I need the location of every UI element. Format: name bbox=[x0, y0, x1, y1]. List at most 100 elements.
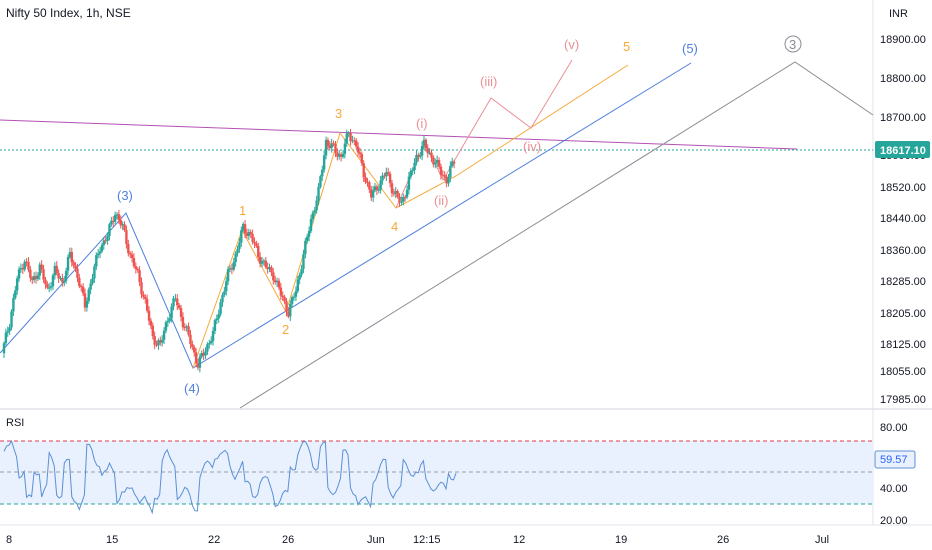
candle-body bbox=[428, 152, 431, 154]
candle-body bbox=[324, 139, 328, 156]
candle-body bbox=[179, 308, 183, 317]
candle-body bbox=[138, 270, 141, 283]
candle-body bbox=[385, 172, 388, 177]
candle-body bbox=[292, 296, 296, 298]
candle-body bbox=[417, 154, 420, 157]
candlesticks[interactable] bbox=[2, 128, 456, 373]
candle-body bbox=[119, 220, 122, 226]
candle-body bbox=[241, 224, 245, 231]
candle-body bbox=[27, 261, 30, 270]
wave-label: (4) bbox=[184, 381, 200, 396]
candle-body bbox=[96, 253, 100, 256]
candle-body bbox=[392, 193, 396, 195]
candle-body bbox=[21, 268, 25, 270]
time-tick: Jul bbox=[815, 534, 829, 546]
blue-wave-path[interactable] bbox=[0, 62, 692, 369]
candle-body bbox=[432, 157, 435, 165]
purple-trendline[interactable] bbox=[0, 119, 798, 150]
candle-body bbox=[422, 139, 426, 146]
candle-body bbox=[117, 214, 121, 221]
candle-body bbox=[68, 252, 72, 257]
candle-body bbox=[151, 325, 154, 337]
candle-body bbox=[266, 267, 269, 270]
candle-body bbox=[64, 270, 68, 281]
candle-body bbox=[91, 278, 94, 284]
candle-body bbox=[72, 262, 75, 266]
candle-body bbox=[48, 287, 51, 289]
candle-body bbox=[100, 245, 104, 252]
candle-body bbox=[388, 173, 392, 184]
candle-body bbox=[319, 176, 322, 187]
candle-body bbox=[394, 191, 397, 194]
candle-body bbox=[341, 153, 345, 157]
candle-body bbox=[247, 232, 251, 236]
candle-body bbox=[189, 334, 192, 344]
price-tick: 18205.00 bbox=[880, 308, 926, 320]
wave-label: 3 bbox=[335, 106, 342, 121]
candle-body bbox=[32, 276, 36, 280]
candle-body bbox=[377, 189, 380, 191]
candle-body bbox=[268, 267, 271, 270]
candle-body bbox=[257, 245, 260, 257]
candle-body bbox=[296, 279, 299, 292]
candle-body bbox=[209, 341, 213, 344]
candle-body bbox=[23, 261, 26, 270]
price-tick: 18700.00 bbox=[880, 112, 926, 124]
candle-body bbox=[132, 258, 136, 267]
candle-body bbox=[221, 294, 224, 303]
candle-body bbox=[347, 133, 350, 135]
candle-body bbox=[435, 159, 439, 163]
gray-wave-path[interactable] bbox=[239, 61, 874, 409]
candle-body bbox=[142, 294, 145, 297]
candle-body bbox=[112, 220, 115, 222]
candle-body bbox=[49, 286, 53, 288]
candle-body bbox=[125, 230, 128, 245]
orange-wave-path[interactable] bbox=[192, 64, 629, 369]
candle-body bbox=[430, 152, 433, 158]
trend-lines[interactable] bbox=[0, 59, 874, 409]
candle-body bbox=[170, 306, 173, 319]
candle-body bbox=[409, 171, 412, 177]
candle-body bbox=[272, 272, 275, 281]
candle-body bbox=[121, 224, 124, 226]
candle-body bbox=[307, 230, 311, 237]
candle-body bbox=[413, 162, 416, 171]
time-tick: 8 bbox=[6, 534, 12, 546]
candle-body bbox=[70, 252, 73, 263]
time-tick: 12 bbox=[513, 534, 525, 546]
candle-body bbox=[356, 146, 360, 153]
candle-body bbox=[396, 191, 399, 197]
wave-label: 4 bbox=[391, 219, 398, 234]
candle-body bbox=[42, 269, 45, 280]
price-tick: 18285.00 bbox=[880, 276, 926, 288]
rsi-pane[interactable]: RSI 80.00 40.00 20.00 59.57 bbox=[0, 417, 916, 527]
candle-body bbox=[147, 310, 151, 321]
candle-body bbox=[200, 353, 203, 357]
candle-body bbox=[144, 296, 147, 299]
candle-body bbox=[243, 224, 247, 234]
candle-body bbox=[262, 260, 266, 262]
candle-body bbox=[419, 155, 422, 157]
candle-body bbox=[426, 148, 429, 154]
candle-body bbox=[12, 297, 15, 312]
candle-body bbox=[172, 298, 175, 307]
candle-body bbox=[353, 140, 356, 142]
candle-body bbox=[191, 343, 194, 348]
candle-body bbox=[102, 240, 106, 246]
wave-label: 1 bbox=[239, 203, 246, 218]
candle-body bbox=[398, 196, 401, 203]
candle-body bbox=[405, 189, 409, 198]
candle-body bbox=[38, 264, 41, 276]
candle-body bbox=[176, 298, 179, 306]
candle-body bbox=[145, 298, 149, 311]
candle-body bbox=[326, 139, 330, 146]
candle-body bbox=[115, 214, 119, 216]
candle-body bbox=[81, 286, 85, 294]
candle-body bbox=[371, 190, 375, 198]
candle-body bbox=[208, 343, 211, 345]
candle-body bbox=[379, 180, 382, 190]
candle-body bbox=[106, 236, 109, 241]
candle-body bbox=[198, 356, 202, 368]
rsi-value-badge bbox=[874, 450, 916, 469]
